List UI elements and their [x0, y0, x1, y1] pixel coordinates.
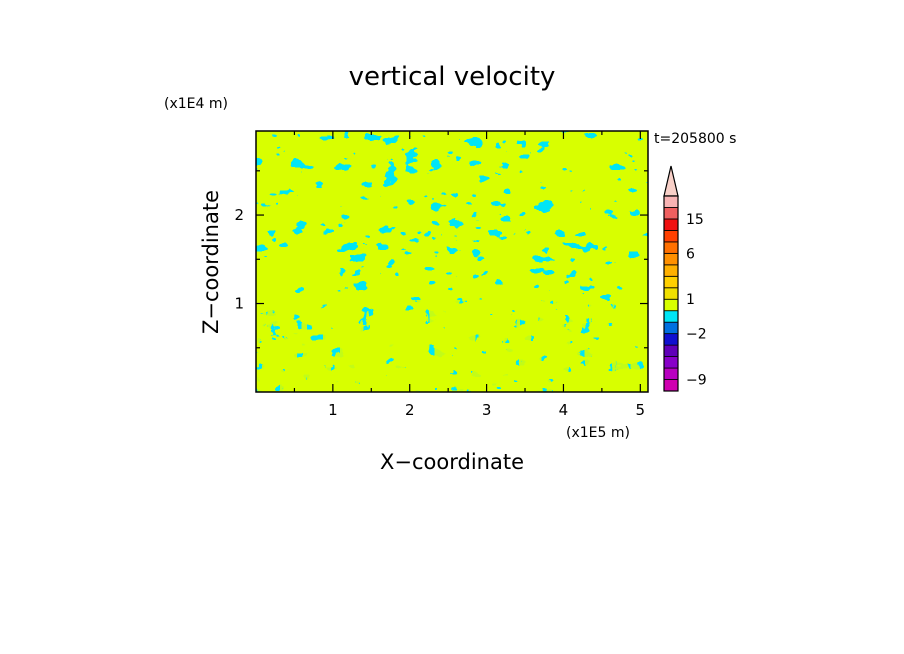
x-unit-label: (x1E5 m) — [566, 425, 630, 441]
colorbar-segment — [663, 230, 679, 243]
colorbar: 15 6 1 −2 −9 — [663, 165, 707, 392]
x-tick-label: 1 — [328, 401, 338, 419]
colorbar-segment — [663, 195, 679, 208]
colorbar-segment — [663, 310, 679, 323]
colorbar-segment — [663, 264, 679, 277]
y-axis-ticks: 12 — [234, 170, 648, 349]
y-tick-label: 2 — [234, 206, 244, 224]
colorbar-segment — [663, 379, 679, 392]
x-tick-label: 4 — [559, 401, 569, 419]
y-unit-label: (x1E4 m) — [164, 96, 228, 112]
x-tick-label: 3 — [482, 401, 492, 419]
colorbar-segment — [663, 367, 679, 380]
colorbar-label: 15 — [686, 212, 704, 228]
chart-title: vertical velocity — [349, 62, 556, 92]
colorbar-segment — [663, 333, 679, 346]
colorbar-label: −9 — [686, 373, 707, 389]
time-label: t=205800 s — [654, 131, 736, 147]
colorbar-segment — [663, 321, 679, 335]
field-streaks — [256, 300, 648, 392]
y-axis-label: Z−coordinate — [199, 190, 223, 334]
x-tick-label: 2 — [405, 401, 415, 419]
colorbar-frame — [663, 195, 679, 392]
colorbar-label: 6 — [686, 246, 695, 262]
colorbar-segment — [663, 207, 679, 220]
colorbar-segment — [663, 298, 679, 312]
colorbar-segment — [663, 241, 679, 254]
plot-area — [255, 130, 649, 393]
colorbar-label: 1 — [686, 292, 695, 308]
y-tick-label: 1 — [234, 295, 244, 313]
colorbar-segment — [663, 344, 679, 357]
x-axis-label: X−coordinate — [380, 450, 524, 474]
colorbar-segment — [663, 218, 679, 231]
colorbar-label: −2 — [686, 327, 707, 343]
x-tick-label: 5 — [636, 401, 646, 419]
colorbar-segment — [663, 252, 679, 266]
x-axis-ticks: 1 2 3 4 5 — [293, 131, 646, 419]
colorbar-segment — [663, 275, 679, 289]
colorbar-segment — [663, 356, 679, 369]
plot-frame — [255, 130, 649, 393]
colorbar-extend-arrow — [663, 165, 679, 197]
colorbar-segment — [663, 287, 679, 300]
